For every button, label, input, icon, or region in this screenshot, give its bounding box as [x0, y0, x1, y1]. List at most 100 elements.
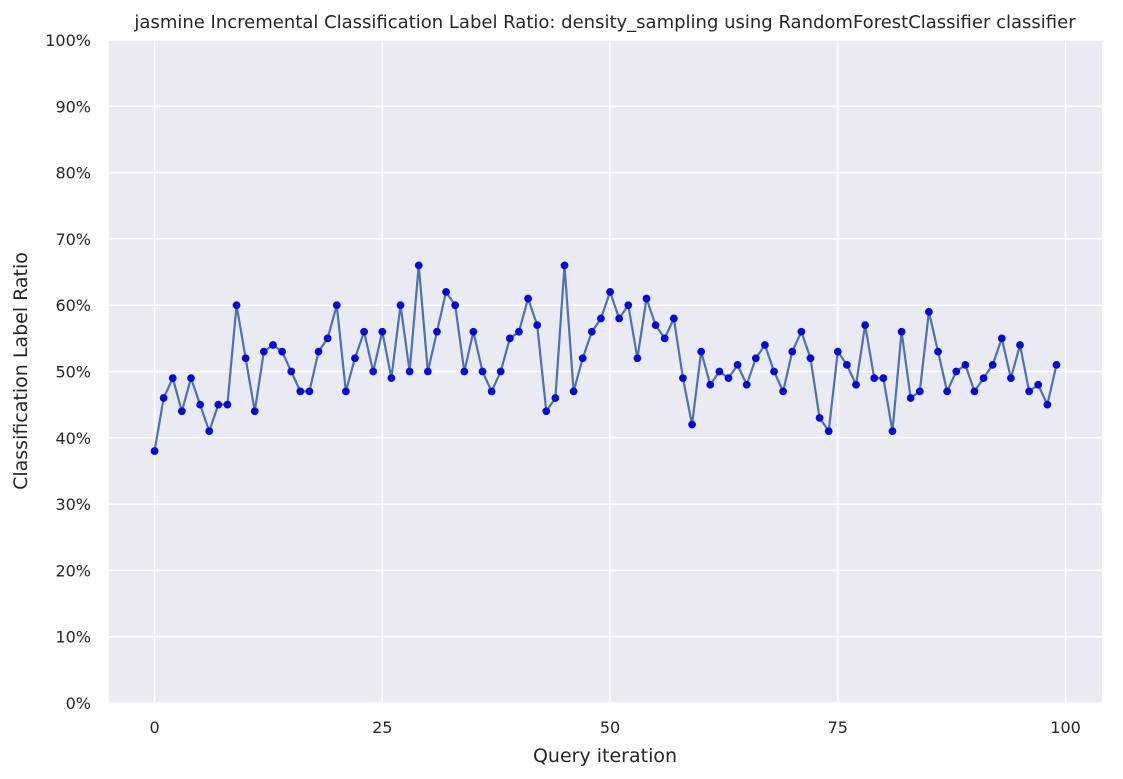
data-point — [906, 394, 915, 402]
data-point — [405, 367, 414, 376]
data-point — [569, 387, 578, 396]
data-point — [451, 301, 460, 310]
data-point — [961, 360, 970, 369]
y-tick-label: 40% — [55, 429, 91, 448]
y-tick-label: 10% — [55, 628, 91, 647]
data-point — [797, 327, 806, 336]
data-point — [305, 387, 314, 396]
data-point — [341, 387, 350, 396]
data-point — [624, 301, 633, 310]
data-point — [861, 321, 870, 329]
data-point — [323, 334, 332, 343]
data-point — [897, 327, 906, 336]
data-point — [524, 294, 532, 303]
data-point — [587, 327, 596, 336]
data-point — [205, 427, 214, 436]
data-point — [770, 367, 778, 376]
data-point — [815, 414, 824, 422]
data-point — [679, 374, 687, 383]
data-point — [979, 374, 988, 383]
data-point — [888, 427, 897, 436]
series-markers — [150, 261, 1061, 455]
data-point — [852, 380, 860, 389]
y-tick-label: 70% — [55, 230, 91, 249]
x-tick-label: 75 — [828, 718, 848, 737]
data-point — [925, 307, 933, 316]
chart-title: jasmine Incremental Classification Label… — [133, 12, 1076, 33]
data-point — [879, 374, 888, 383]
data-point — [150, 447, 159, 455]
data-point — [433, 327, 441, 336]
data-point — [1006, 374, 1015, 383]
data-point — [742, 380, 751, 389]
y-tick-label: 30% — [55, 495, 91, 514]
data-point — [278, 347, 286, 356]
data-point — [1043, 400, 1052, 409]
data-point — [997, 334, 1006, 343]
data-point — [168, 374, 177, 383]
data-point — [1052, 360, 1061, 369]
data-point — [269, 341, 277, 349]
data-point — [642, 294, 651, 303]
data-point — [223, 400, 232, 409]
data-point — [515, 327, 523, 336]
data-point — [788, 347, 797, 356]
data-point — [187, 374, 195, 383]
y-tick-label: 50% — [55, 363, 91, 382]
data-point — [351, 354, 359, 363]
x-tick-label: 25 — [372, 718, 392, 737]
data-point — [360, 327, 368, 336]
y-tick-label: 100% — [45, 31, 91, 50]
data-point — [159, 394, 168, 402]
data-point — [496, 367, 505, 376]
data-point — [633, 354, 642, 363]
y-axis-label: Classification Label Ratio — [10, 252, 32, 490]
y-axis-ticks: 0% 10% 20% 30% 40% 50% 60% 70% 80% 90% 100% — [45, 31, 91, 713]
data-point — [332, 301, 341, 310]
data-point — [196, 400, 205, 409]
data-point — [706, 380, 715, 389]
data-point — [177, 407, 186, 416]
data-point — [660, 334, 669, 343]
x-axis-ticks: 0 25 50 75 100 — [149, 718, 1080, 737]
data-point — [214, 400, 223, 409]
data-point — [824, 427, 833, 436]
data-point — [751, 354, 760, 363]
data-point — [615, 314, 624, 323]
data-point — [232, 301, 241, 310]
data-point — [1016, 341, 1024, 349]
data-point — [597, 314, 605, 323]
data-point — [943, 387, 952, 396]
y-tick-label: 80% — [55, 164, 91, 183]
data-point — [542, 407, 551, 416]
data-point — [287, 367, 296, 376]
data-point — [934, 347, 942, 356]
data-point — [378, 327, 387, 336]
data-point — [578, 354, 587, 363]
data-point — [259, 347, 268, 356]
data-point — [560, 261, 569, 270]
y-tick-label: 20% — [55, 561, 91, 580]
data-point — [241, 354, 250, 363]
data-point — [250, 407, 259, 416]
data-point — [414, 261, 423, 270]
data-point — [1034, 380, 1043, 389]
data-point — [988, 360, 997, 369]
y-tick-label: 0% — [66, 694, 91, 713]
grid-lines — [109, 39, 1102, 704]
data-point — [442, 288, 450, 296]
x-tick-label: 100 — [1050, 718, 1081, 737]
series-line — [153, 264, 1058, 452]
data-point — [715, 367, 724, 376]
data-point — [733, 360, 742, 369]
data-point — [833, 347, 842, 356]
data-point — [779, 387, 788, 396]
y-tick-label: 60% — [55, 296, 91, 315]
data-point — [761, 341, 769, 349]
data-point — [469, 327, 478, 336]
data-point — [396, 301, 405, 310]
data-point — [1025, 387, 1034, 396]
data-point — [915, 387, 924, 396]
data-point — [551, 394, 560, 402]
